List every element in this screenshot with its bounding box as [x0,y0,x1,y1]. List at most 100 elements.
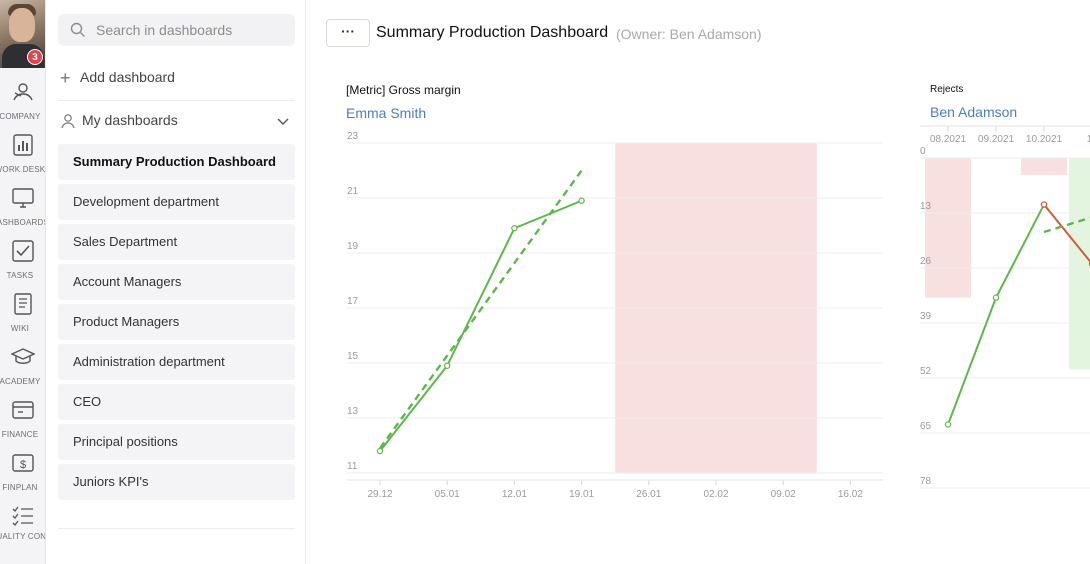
x-tick-label: 26.01 [636,489,661,500]
rail-label: ACADEMY [0,377,41,386]
workdesk-icon [13,134,33,156]
chevron-down-icon [277,118,289,125]
rail-item-workdesk[interactable]: WORK DESK [0,133,45,174]
y-tick-label: 65 [920,421,932,432]
data-point [1040,201,1048,208]
more-menu-button[interactable]: ··· [326,19,370,47]
rail-item-company[interactable]: COMPANY [0,80,45,121]
data-point [443,362,451,369]
series-line [1043,203,1090,263]
widget-owner-gross-margin[interactable]: Emma Smith [346,105,427,121]
divider [58,528,295,529]
data-point [578,197,585,204]
data-point [511,225,518,232]
x-tick-label: 08.2021 [930,134,967,145]
dashboard-item-principal-positions[interactable]: Principal positions [58,424,295,460]
quality-control-icon [12,506,33,526]
search-input[interactable] [96,14,286,46]
divider [58,100,295,101]
y-tick-label: 13 [347,406,359,417]
trend-line [379,169,583,449]
page-title: Summary Production Dashboard [376,24,609,41]
highlight-band [1020,158,1068,175]
y-tick-label: 52 [920,366,932,377]
wiki-icon [14,293,32,315]
dashboard-item-juniors-kpis[interactable]: Juniors KPI's [58,464,295,500]
data-point [944,421,952,428]
dashboards-icon [12,188,34,208]
dashboard-item-development[interactable]: Development department [58,184,295,220]
svg-text:$: $ [20,459,26,471]
x-tick-label: 12.01 [502,489,527,500]
widget-title-gross-margin: [Metric] Gross margin [346,83,461,97]
data-point [992,294,1000,301]
page-owner: (Owner: Ben Adamson) [616,26,762,42]
rail-label: QUALITY CONTROL [0,532,46,541]
rail-label: TASKS [6,271,34,280]
x-tick-label: 19.01 [569,489,594,500]
add-dashboard-button[interactable]: + Add dashboard [60,69,175,89]
dashboards-sidebar: + Add dashboard My dashboards Summary Pro… [46,0,306,564]
y-tick-label: 78 [920,476,932,487]
y-tick-label: 15 [347,351,359,362]
rail-label: WIKI [10,324,30,333]
add-dashboard-label: Add dashboard [80,69,175,85]
y-tick-label: 17 [347,296,359,307]
user-icon [61,114,75,129]
x-tick-label: 09.2021 [978,134,1015,145]
rail-label: WORK DESK [0,165,46,174]
academy-icon [10,348,36,364]
x-tick-label: 05.01 [435,489,460,500]
trend-line [1043,216,1090,234]
rail-item-quality-control[interactable]: QUALITY CONTROL [0,504,45,541]
rejects-chart: 0 13 26 39 52 65 78 08.2021 09.2021 10.2021 11 [920,125,1090,489]
plus-icon: + [60,68,71,89]
y-tick-label: 23 [347,131,359,142]
rail-item-finance[interactable]: FINANCE [0,398,45,439]
rail-item-finplan[interactable]: $ FINPLAN [0,451,45,492]
dashboard-item-product-managers[interactable]: Product Managers [58,304,295,340]
widget-title-rejects: Rejects [930,84,964,95]
my-dashboards-toggle[interactable]: My dashboards [60,112,290,132]
y-tick-label: 26 [920,256,932,267]
search-box [58,14,295,46]
finplan-icon: $ [12,454,34,472]
highlight-band [1068,158,1090,370]
search-icon [70,22,85,37]
avatar-face [9,8,35,42]
finance-icon [12,401,34,419]
dashboard-item-administration[interactable]: Administration department [58,344,295,380]
x-tick-label: 09.02 [771,489,796,500]
dashboard-item-sales[interactable]: Sales Department [58,224,295,260]
x-tick-label: 02.02 [703,489,728,500]
x-tick-label: 10.2021 [1026,134,1063,145]
notification-badge[interactable]: 3 [27,49,43,65]
rail-item-dashboards[interactable]: DASHBOARDS [0,186,45,227]
my-dashboards-label: My dashboards [82,112,178,128]
y-tick-label: 39 [920,311,932,322]
series-line [379,199,582,452]
rail-label: FINPLAN [2,483,38,492]
company-icon [13,83,33,101]
widget-owner-rejects[interactable]: Ben Adamson [930,104,1018,120]
rail-item-academy[interactable]: ACADEMY [0,345,45,386]
app-rail: 3 COMPANY WORK DESK DASHBOARDS TASKS WIK… [0,0,46,564]
y-tick-label: 13 [920,201,932,212]
rail-label: COMPANY [0,112,41,121]
rail-item-tasks[interactable]: TASKS [0,239,45,280]
dashboard-item-account-managers[interactable]: Account Managers [58,264,295,300]
dashboard-item-summary-production[interactable]: Summary Production Dashboard [58,144,295,180]
x-tick-label: 29.12 [367,489,392,500]
highlight-band [924,158,972,298]
data-point [376,447,384,455]
y-tick-label: 19 [347,241,359,252]
x-tick-label: 16.02 [838,489,863,500]
y-tick-label: 21 [347,186,359,197]
rail-item-wiki[interactable]: WIKI [0,292,45,333]
x-tick-label: 11 [1087,134,1090,145]
dashboard-item-ceo[interactable]: CEO [58,384,295,420]
dashboard-main: ··· Summary Production Dashboard (Owner:… [307,0,1090,564]
y-tick-label: 11 [347,461,358,472]
gross-margin-chart: 11 13 15 17 19 21 23 29.12 05.01 12.01 19.01 26.01 0… [347,131,883,500]
rail-label: DASHBOARDS [0,218,45,227]
